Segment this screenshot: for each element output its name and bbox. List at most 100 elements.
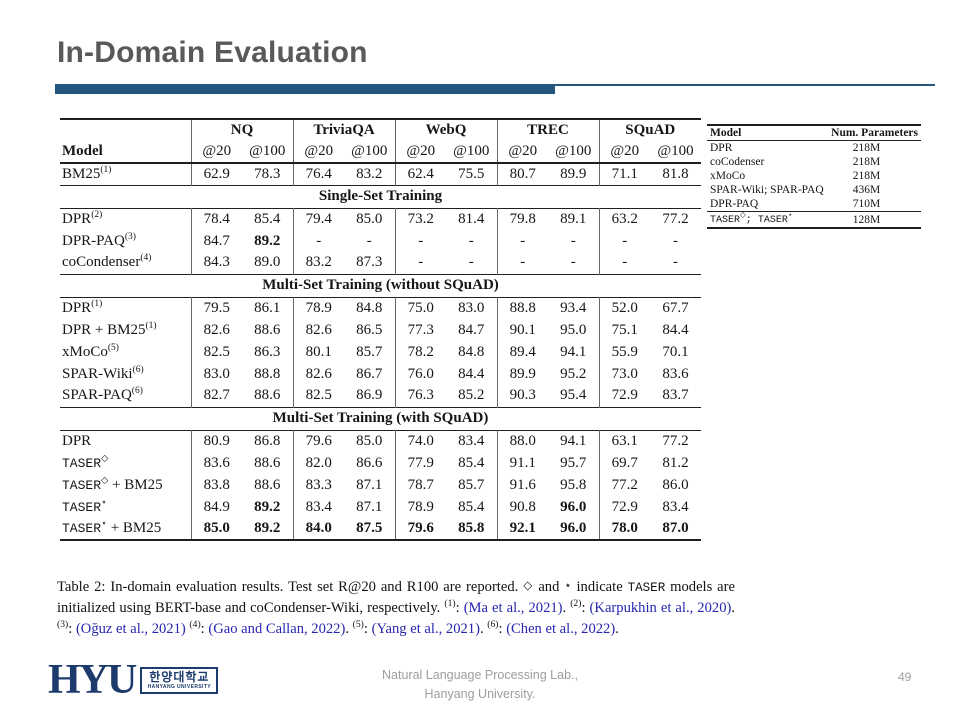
main-table-body: NQ TriviaQA WebQ TREC SQuAD Model @20 @100 @20 @1… <box>60 119 702 540</box>
result-value-cell: 79.6 <box>292 430 344 452</box>
result-value-cell: 90.3 <box>496 385 549 407</box>
result-value-cell: 79.6 <box>394 518 447 540</box>
result-value-cell: 76.4 <box>292 163 344 185</box>
header-metric-cell: @100 <box>351 143 388 159</box>
model-name-cell: DPR-PAQ(3) <box>62 231 136 249</box>
citation-link[interactable]: (Oğuz et al., 2021) <box>75 620 186 637</box>
result-value-cell: 89.2 <box>254 232 281 249</box>
parameter-row: DPR 218M <box>707 141 921 156</box>
result-value-cell: 88.6 <box>254 387 281 404</box>
parameter-row: DPR-PAQ 710M <box>707 197 921 212</box>
caption-text: . <box>562 599 571 616</box>
header-group-cell: TriviaQA <box>292 119 396 141</box>
citation-link[interactable]: (Karpukhin et al., 2020) <box>589 599 732 616</box>
result-value-cell: 83.7 <box>662 387 689 404</box>
model-name-cell: TASER⋆ <box>62 496 107 515</box>
caption-text: (1) <box>444 598 456 610</box>
result-value-cell: 67.7 <box>662 299 689 316</box>
caption-text: . <box>731 599 736 616</box>
hyu-logo-korean-name: 한양대학교 <box>149 669 210 684</box>
result-value-cell: 84.3 <box>190 252 242 274</box>
header-metric-cell: @100 <box>657 143 694 159</box>
result-value-cell: 88.6 <box>254 454 281 471</box>
result-value-cell: 69.7 <box>598 452 651 474</box>
parameter-model-cell: coCodenser <box>710 156 765 168</box>
result-value-cell: 70.1 <box>662 343 689 360</box>
caption-text: . <box>615 620 619 637</box>
caption-text: : <box>498 620 507 637</box>
parameter-model-cell: DPR <box>710 142 733 154</box>
model-result-row: TASER◇ + BM25 83.8 88.6 83.3 87.1 78.7 85.7 91.… <box>60 474 701 496</box>
result-value-cell: 79.5 <box>190 297 242 319</box>
result-value-cell: 85.7 <box>458 476 485 493</box>
result-value-cell: 73.2 <box>394 208 447 230</box>
caption-text: . <box>479 620 488 637</box>
result-value-cell: 95.8 <box>560 476 587 493</box>
side-table-header-row: Model Num. Parameters <box>707 125 921 141</box>
caption-text: . <box>345 620 353 637</box>
model-result-row: coCondenser(4) 84.3 89.0 83.2 87.3- - - - - - <box>60 252 701 274</box>
result-value-cell: 71.1 <box>598 163 651 185</box>
result-value-cell: - <box>496 252 549 274</box>
slide-title: In-Domain Evaluation <box>57 36 368 69</box>
result-value-cell: 84.0 <box>292 518 344 540</box>
model-name-cell: DPR + BM25(1) <box>62 320 157 338</box>
caption-text: (4) <box>189 618 201 630</box>
result-value-cell: 75.0 <box>394 297 447 319</box>
result-value-cell: - <box>598 252 651 274</box>
parameter-model-cell: xMoCo <box>710 170 746 182</box>
parameter-model-cell: SPAR-Wiki; SPAR-PAQ <box>710 184 824 196</box>
result-value-cell: 94.1 <box>560 432 587 449</box>
result-value-cell: 80.9 <box>190 430 242 452</box>
citation-link[interactable]: (Ma et al., 2021) <box>463 599 563 616</box>
result-value-cell: 78.3 <box>254 165 281 182</box>
result-value-cell: 79.8 <box>496 208 549 230</box>
result-value-cell: - <box>673 232 679 249</box>
hyu-logo-english-name: HANYANG UNIVERSITY <box>147 683 212 690</box>
result-value-cell: 80.1 <box>292 341 344 363</box>
citation-link[interactable]: (Chen et al., 2022) <box>506 620 616 637</box>
result-value-cell: 89.4 <box>496 341 549 363</box>
section-header-row: Multi-Set Training (without SQuAD) <box>60 274 702 297</box>
result-value-cell: 88.8 <box>496 297 549 319</box>
caption-text: : <box>363 620 372 637</box>
result-value-cell: 82.5 <box>190 341 242 363</box>
result-value-cell: 85.0 <box>190 518 242 540</box>
model-name-cell: DPR(2) <box>62 209 103 227</box>
result-value-cell: 55.9 <box>598 341 651 363</box>
result-value-cell: 82.6 <box>292 319 344 341</box>
result-value-cell: 78.9 <box>394 496 447 518</box>
footer-affiliation-line1: Natural Language Processing Lab., <box>382 668 578 682</box>
result-value-cell: 83.0 <box>458 299 485 316</box>
parameter-value-cell: 710M <box>852 198 881 210</box>
result-value-cell: 82.0 <box>292 452 344 474</box>
result-value-cell: 82.7 <box>190 385 242 407</box>
result-value-cell: 84.8 <box>458 343 485 360</box>
parameter-value-cell: 218M <box>852 170 881 182</box>
result-value-cell: 91.6 <box>496 474 549 496</box>
result-value-cell: 83.8 <box>190 474 242 496</box>
model-name-cell: BM25(1) <box>62 164 112 182</box>
result-value-cell: 78.9 <box>292 297 344 319</box>
caption-text: and <box>533 579 565 596</box>
citation-link[interactable]: (Yang et al., 2021) <box>371 620 480 637</box>
result-value-cell: 73.0 <box>598 363 651 385</box>
caption-text: (2) <box>570 598 582 610</box>
result-value-cell: 95.4 <box>560 387 587 404</box>
result-value-cell: 82.6 <box>190 319 242 341</box>
result-value-cell: - <box>468 232 474 249</box>
section-header-cell: Single-Set Training <box>318 188 443 204</box>
result-value-cell: 77.2 <box>598 474 651 496</box>
result-value-cell: 89.9 <box>496 363 549 385</box>
result-value-cell: 85.4 <box>254 210 281 227</box>
caption-text: : <box>200 620 209 637</box>
citation-link[interactable]: (Gao and Callan, 2022) <box>208 620 346 637</box>
model-result-row: SPAR-PAQ(6) 82.7 88.6 82.5 86.9 76.3 85.2 90.3 9… <box>60 385 701 407</box>
result-value-cell: 88.6 <box>254 476 281 493</box>
result-value-cell: 78.0 <box>598 518 651 540</box>
section-header-cell: Multi-Set Training (with SQuAD) <box>272 410 489 426</box>
result-value-cell: 91.1 <box>496 452 549 474</box>
result-value-cell: 82.5 <box>292 385 344 407</box>
header-metric-row: Model @20 @100 @20 @100 @20 @100 @20 @100 @20 @100 <box>60 141 702 163</box>
result-value-cell: 88.8 <box>254 365 281 382</box>
